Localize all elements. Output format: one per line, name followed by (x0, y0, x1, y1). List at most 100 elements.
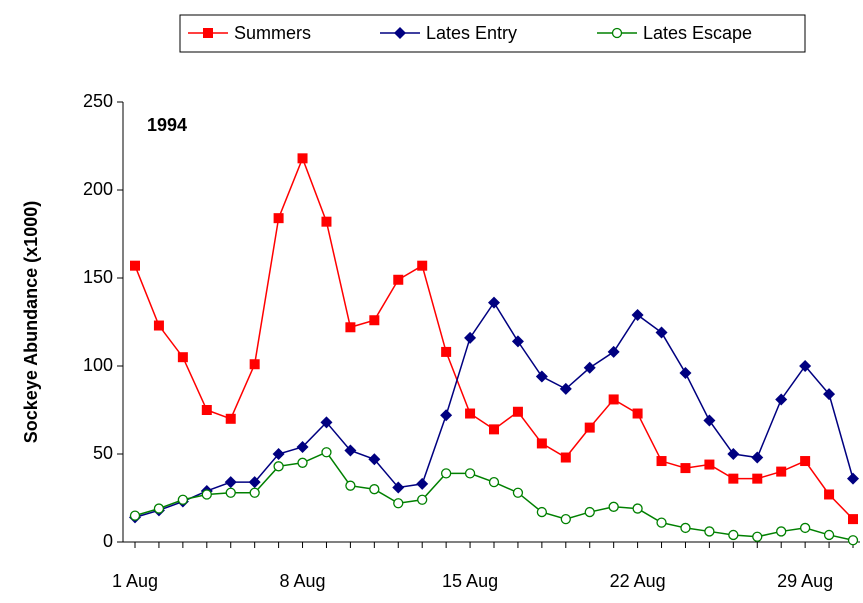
x-tick-label: 29 Aug (777, 571, 833, 591)
data-point (225, 487, 236, 498)
data-point (393, 274, 404, 285)
x-tick-label: 1 Aug (112, 571, 158, 591)
data-point (272, 448, 285, 460)
data-point (297, 153, 308, 164)
data-point (440, 468, 452, 479)
legend-label: Lates Entry (426, 23, 517, 43)
data-point (704, 459, 715, 470)
x-tick-label: 8 Aug (280, 571, 326, 591)
data-point (536, 506, 548, 518)
data-point (608, 394, 619, 405)
data-point (584, 422, 595, 433)
data-point (153, 503, 165, 514)
data-point (224, 476, 237, 489)
data-point (249, 359, 260, 370)
data-point (679, 367, 692, 380)
data-point (345, 322, 356, 333)
data-point (823, 388, 836, 401)
x-tick-label: 22 Aug (610, 571, 666, 591)
data-point (656, 456, 667, 467)
data-point (201, 489, 212, 500)
y-tick-label: 0 (103, 531, 113, 551)
data-point (488, 477, 500, 488)
y-tick-label: 100 (83, 355, 113, 375)
data-point (201, 405, 212, 415)
data-point (799, 360, 812, 372)
data-point (656, 517, 667, 528)
legend-label: Summers (234, 23, 311, 43)
data-point (369, 484, 380, 495)
data-point (417, 494, 428, 505)
data-point (344, 444, 357, 457)
legend-box (179, 14, 806, 53)
data-point (297, 457, 308, 468)
data-point (728, 473, 739, 484)
data-point (727, 448, 740, 460)
data-point (704, 526, 715, 537)
data-point (130, 260, 140, 271)
legend-marker (203, 28, 213, 38)
data-point (273, 213, 284, 224)
data-point (775, 393, 788, 406)
data-point (823, 529, 835, 541)
data-point (321, 447, 332, 458)
data-point (153, 320, 164, 331)
data-point (776, 526, 787, 537)
data-point (535, 370, 548, 383)
legend-marker (611, 27, 623, 39)
data-point (680, 522, 691, 534)
data-point (416, 477, 429, 490)
data-point (584, 506, 595, 518)
y-tick-label: 150 (83, 267, 113, 287)
data-point (680, 463, 691, 474)
data-point (273, 461, 284, 472)
data-point (560, 452, 571, 463)
data-point (441, 346, 452, 357)
data-point (751, 451, 764, 464)
data-point (393, 498, 404, 509)
legend-marker (394, 27, 406, 39)
data-point (345, 480, 356, 491)
data-point (800, 456, 811, 467)
data-point (488, 296, 500, 309)
data-point (847, 535, 859, 546)
annotation: 1994 (147, 115, 187, 135)
data-point (559, 382, 572, 395)
data-point (464, 468, 476, 479)
data-point (631, 308, 644, 321)
data-point (536, 438, 547, 449)
data-point (752, 531, 763, 542)
data-point (369, 315, 380, 326)
y-axis-label: Sockeye Abundance (x1000) (21, 201, 41, 443)
data-point (512, 406, 523, 417)
y-tick-label: 200 (83, 179, 113, 199)
data-point (655, 326, 668, 339)
data-point (225, 413, 236, 424)
data-point (607, 345, 620, 358)
data-point (560, 513, 571, 525)
data-point (799, 522, 811, 534)
data-point (320, 416, 333, 429)
data-point (824, 489, 835, 500)
data-point (177, 494, 189, 505)
data-point (440, 409, 453, 422)
y-tick-label: 50 (93, 443, 113, 463)
data-point (511, 335, 524, 348)
data-point (489, 424, 499, 435)
legend-label: Lates Escape (643, 23, 752, 43)
data-point (752, 473, 763, 484)
data-point (417, 260, 428, 271)
data-point (703, 414, 716, 427)
data-point (248, 476, 261, 489)
data-point (177, 352, 188, 363)
data-point (464, 331, 477, 344)
x-tick-label: 15 Aug (442, 571, 498, 591)
data-point (321, 216, 332, 227)
data-point (296, 440, 309, 453)
data-point (608, 501, 619, 512)
data-point (512, 487, 524, 498)
data-point (249, 487, 260, 498)
data-point (632, 503, 643, 514)
y-tick-label: 250 (83, 91, 113, 111)
